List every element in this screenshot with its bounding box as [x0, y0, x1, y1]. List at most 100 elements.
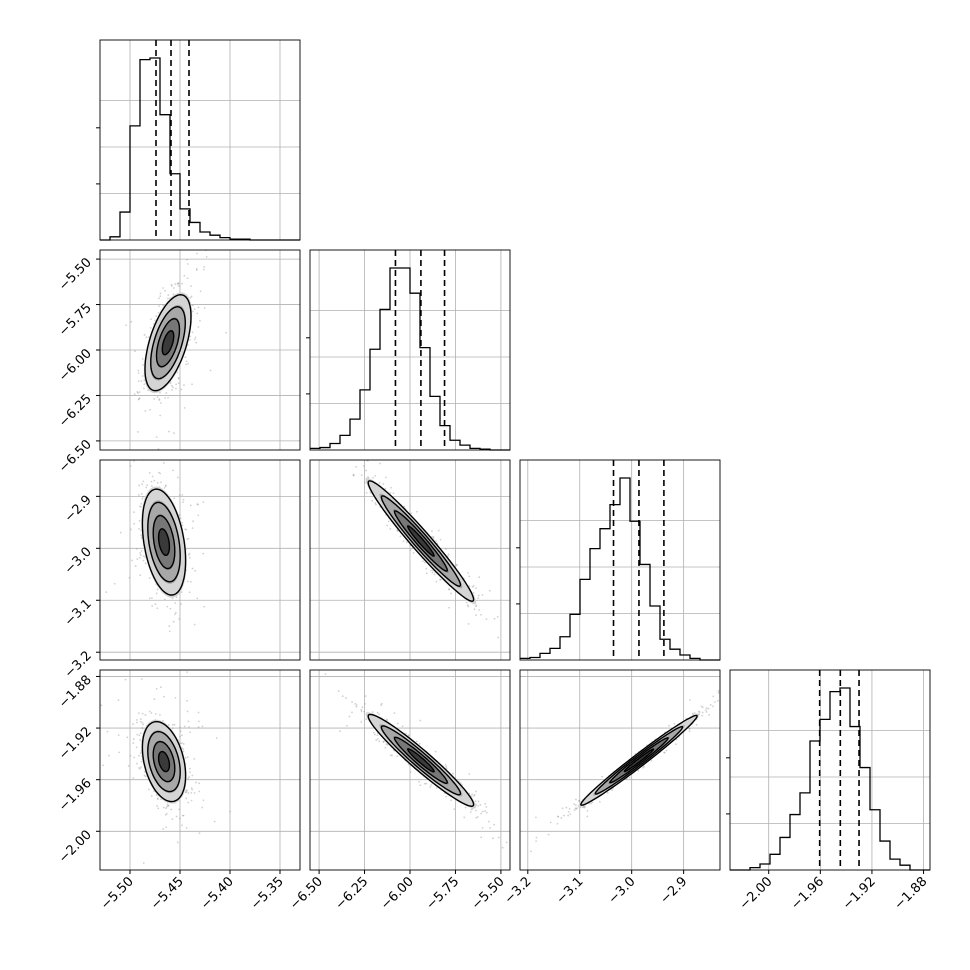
sample-point	[384, 487, 387, 490]
panel-frame	[729, 669, 931, 871]
sample-point	[142, 559, 145, 562]
sample-point	[153, 698, 156, 701]
sample-point	[174, 283, 177, 285]
sample-point	[481, 826, 484, 829]
sample-point	[568, 808, 571, 810]
sample-point	[467, 572, 470, 574]
sample-point	[140, 549, 143, 552]
sample-point	[163, 695, 165, 698]
sample-point	[535, 836, 538, 839]
sample-point	[139, 732, 142, 734]
sample-point	[134, 350, 136, 353]
sample-point	[179, 726, 182, 729]
sample-point	[137, 398, 140, 401]
density-fill	[162, 330, 174, 356]
sample-point	[396, 755, 399, 758]
sample-point	[372, 731, 375, 734]
sample-point	[144, 775, 147, 778]
sample-point	[567, 810, 570, 813]
sample-point	[194, 336, 197, 339]
sample-point	[155, 315, 157, 317]
sample-point	[167, 294, 170, 296]
sample-point	[139, 551, 141, 554]
sample-point	[155, 794, 158, 797]
sample-point	[379, 462, 382, 465]
sample-point	[480, 812, 482, 815]
sample-point	[182, 501, 184, 504]
sample-point	[185, 363, 188, 366]
sample-point	[140, 505, 142, 508]
sample-point	[158, 297, 160, 300]
sample-point	[129, 754, 132, 757]
sample-point	[183, 274, 186, 277]
sample-point	[141, 712, 144, 715]
sample-point	[445, 767, 448, 770]
sample-point	[419, 784, 422, 787]
scatter-panel-3-2	[309, 459, 514, 661]
sample-point	[367, 476, 369, 478]
sample-point	[185, 827, 188, 829]
sample-point	[140, 678, 143, 680]
sample-point	[197, 711, 200, 714]
sample-point	[100, 704, 103, 707]
y-tick-label: −1.88	[56, 673, 95, 712]
sample-point	[705, 707, 708, 710]
sample-point	[197, 503, 199, 506]
sample-point	[512, 614, 514, 616]
sample-point	[167, 396, 169, 399]
sample-point	[693, 712, 696, 715]
sample-point	[409, 771, 412, 774]
sample-point	[354, 702, 357, 705]
sample-point	[135, 547, 138, 550]
sample-point	[144, 714, 147, 716]
sample-point	[556, 822, 559, 825]
sample-point	[188, 591, 191, 594]
sample-point	[378, 740, 381, 743]
sample-point	[187, 792, 190, 794]
sample-point	[133, 421, 135, 423]
sample-point	[155, 436, 158, 439]
sample-point	[195, 269, 198, 271]
sample-point	[481, 810, 484, 813]
sample-point	[591, 801, 594, 804]
sample-point	[170, 808, 173, 811]
sample-point	[140, 760, 143, 763]
sample-point	[583, 805, 586, 808]
x-tick-label: −3.0	[606, 874, 639, 907]
sample-point	[363, 710, 366, 713]
panel-frame	[99, 39, 301, 241]
sample-point	[143, 334, 146, 336]
sample-point	[115, 629, 117, 631]
sample-point	[144, 451, 146, 453]
sample-point	[146, 484, 149, 487]
sample-point	[173, 432, 175, 434]
y-axis-4: −2.00 −1.96 −1.92 −1.88	[56, 673, 100, 866]
sample-point	[439, 578, 441, 581]
histogram-step	[520, 477, 720, 661]
sample-point	[153, 479, 156, 482]
scatter-panel-4-2	[309, 634, 549, 871]
sample-point	[385, 743, 388, 745]
sample-point	[142, 495, 144, 498]
sample-point	[315, 634, 317, 636]
sample-point	[477, 594, 480, 597]
sample-point	[136, 392, 139, 394]
sample-point	[183, 725, 186, 728]
sample-point	[575, 807, 578, 810]
sample-point	[530, 850, 532, 853]
sample-point	[139, 738, 141, 741]
x-tick-label: −5.50	[469, 874, 508, 913]
sample-point	[193, 308, 196, 310]
sample-point	[179, 517, 182, 520]
sample-point	[430, 569, 432, 572]
sample-point	[158, 398, 161, 401]
contour-line	[161, 329, 175, 356]
sample-point	[485, 618, 488, 621]
sample-point	[140, 493, 143, 495]
sample-point	[175, 596, 178, 599]
sample-point	[745, 690, 747, 692]
sample-point	[547, 856, 549, 858]
y-tick-label: −3.1	[62, 596, 95, 629]
sample-point	[448, 588, 450, 591]
sample-point	[665, 749, 668, 752]
